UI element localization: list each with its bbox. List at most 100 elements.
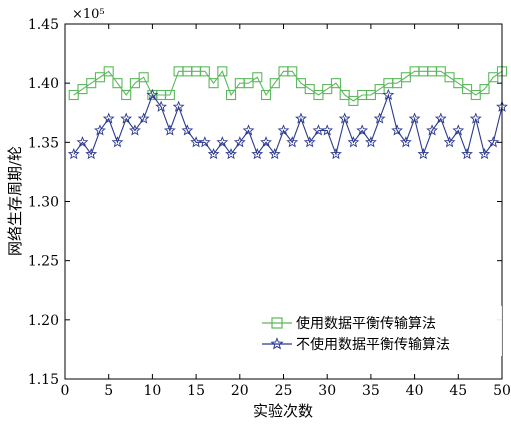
x-tick-label: 5 (104, 383, 113, 399)
data-point-star (347, 136, 360, 148)
data-point-star (452, 124, 465, 136)
data-point-square (488, 72, 499, 83)
data-point-star (94, 124, 106, 136)
data-point-star (155, 100, 168, 112)
series-2 (67, 88, 508, 160)
data-point-star (426, 124, 438, 136)
data-point-square (348, 95, 359, 106)
data-point-square (304, 84, 315, 95)
plot-frame (64, 23, 503, 380)
legend-box (258, 306, 502, 356)
data-point-square (269, 78, 280, 89)
data-point-star (277, 124, 290, 136)
data-point-star (67, 147, 80, 160)
data-point-square (400, 72, 411, 83)
data-point-star (338, 112, 351, 124)
data-point-star (181, 124, 194, 136)
x-tick-label: 35 (362, 383, 380, 399)
data-point-star (120, 112, 133, 124)
data-point-square (94, 72, 106, 83)
legend-marker-balanced (271, 317, 283, 329)
data-point-star (391, 124, 404, 136)
data-point-square (365, 89, 376, 101)
data-point-square (330, 78, 341, 89)
series-layer (67, 66, 508, 160)
y-tick-label: 1.35 (28, 135, 59, 151)
data-point-square (138, 72, 149, 83)
data-point-star (111, 136, 124, 148)
data-point-star (399, 136, 412, 148)
data-point-star (260, 136, 272, 148)
x-tick-label: 50 (493, 383, 511, 399)
data-point-square (103, 66, 114, 77)
data-point-star (478, 147, 491, 160)
x-tick-label: 25 (275, 383, 293, 399)
series-line (73, 93, 503, 157)
data-point-star (129, 124, 141, 136)
x-tick-label: 10 (143, 383, 161, 399)
data-point-star (216, 136, 229, 148)
x-tick-label: 45 (449, 383, 467, 399)
data-point-star (163, 124, 176, 136)
data-point-star (434, 112, 447, 124)
data-point-square (208, 78, 219, 89)
data-point-square (453, 78, 464, 89)
x-tick-label: 40 (406, 383, 424, 399)
y-tick-label: 1.40 (28, 76, 59, 92)
legend-label-unbalanced: 不使用数据平衡传输算法 (296, 336, 450, 353)
data-point-square (322, 84, 333, 95)
y-multiplier-label: ×10⁵ (72, 7, 105, 22)
data-point-star (233, 136, 246, 148)
data-point-square (217, 66, 228, 77)
series-1 (68, 66, 508, 106)
data-point-square (68, 89, 79, 101)
data-point-square (199, 66, 210, 77)
data-point-star (382, 88, 395, 101)
data-point-square (295, 78, 307, 89)
y-tick-label: 1.15 (28, 372, 59, 388)
data-point-square (164, 89, 175, 101)
data-point-star (303, 136, 316, 148)
data-point-star (268, 147, 281, 160)
data-point-square (260, 89, 272, 101)
data-point-square (461, 84, 473, 95)
data-point-star (286, 136, 299, 148)
data-point-star (443, 136, 456, 148)
data-point-square (77, 84, 88, 95)
x-tick-label: 30 (318, 383, 336, 399)
x-axis-label: 实验次数 (253, 402, 313, 420)
data-point-square (339, 89, 350, 101)
y-axis-label: 网络生存周期/轮 (6, 146, 24, 256)
legend-marker-unbalanced (270, 337, 284, 350)
data-point-square (287, 66, 298, 77)
axis-ticks: 0 5 10 15 20 25 30 35 40 45 50 1.15 1.20 1.25 1.30 1.35… (28, 17, 511, 399)
data-point-square (470, 89, 481, 101)
legend: 使用数据平衡传输算法 不使用数据平衡传输算法 (258, 306, 502, 356)
data-point-square (86, 78, 97, 89)
x-tick-label: 0 (61, 383, 70, 399)
data-point-star (364, 136, 377, 148)
data-point-star (137, 112, 150, 124)
data-point-square (121, 89, 132, 101)
data-point-star (225, 147, 237, 160)
data-point-square (252, 72, 263, 83)
data-point-star (330, 147, 342, 160)
x-tick-label: 15 (187, 383, 205, 399)
data-point-star (295, 112, 307, 124)
data-point-star (242, 124, 255, 136)
data-point-square (374, 84, 385, 95)
data-point-square (129, 78, 140, 89)
data-point-square (112, 78, 123, 89)
y-tick-label: 1.45 (28, 17, 59, 33)
data-point-star (172, 100, 185, 112)
data-point-square (435, 66, 446, 77)
data-point-star (207, 147, 220, 160)
x-tick-label: 20 (231, 383, 249, 399)
y-tick-label: 1.30 (28, 195, 59, 211)
data-point-star (76, 136, 89, 148)
data-point-star (408, 112, 421, 124)
data-point-star (461, 147, 473, 160)
data-point-square (444, 72, 455, 83)
data-point-star (198, 136, 211, 148)
